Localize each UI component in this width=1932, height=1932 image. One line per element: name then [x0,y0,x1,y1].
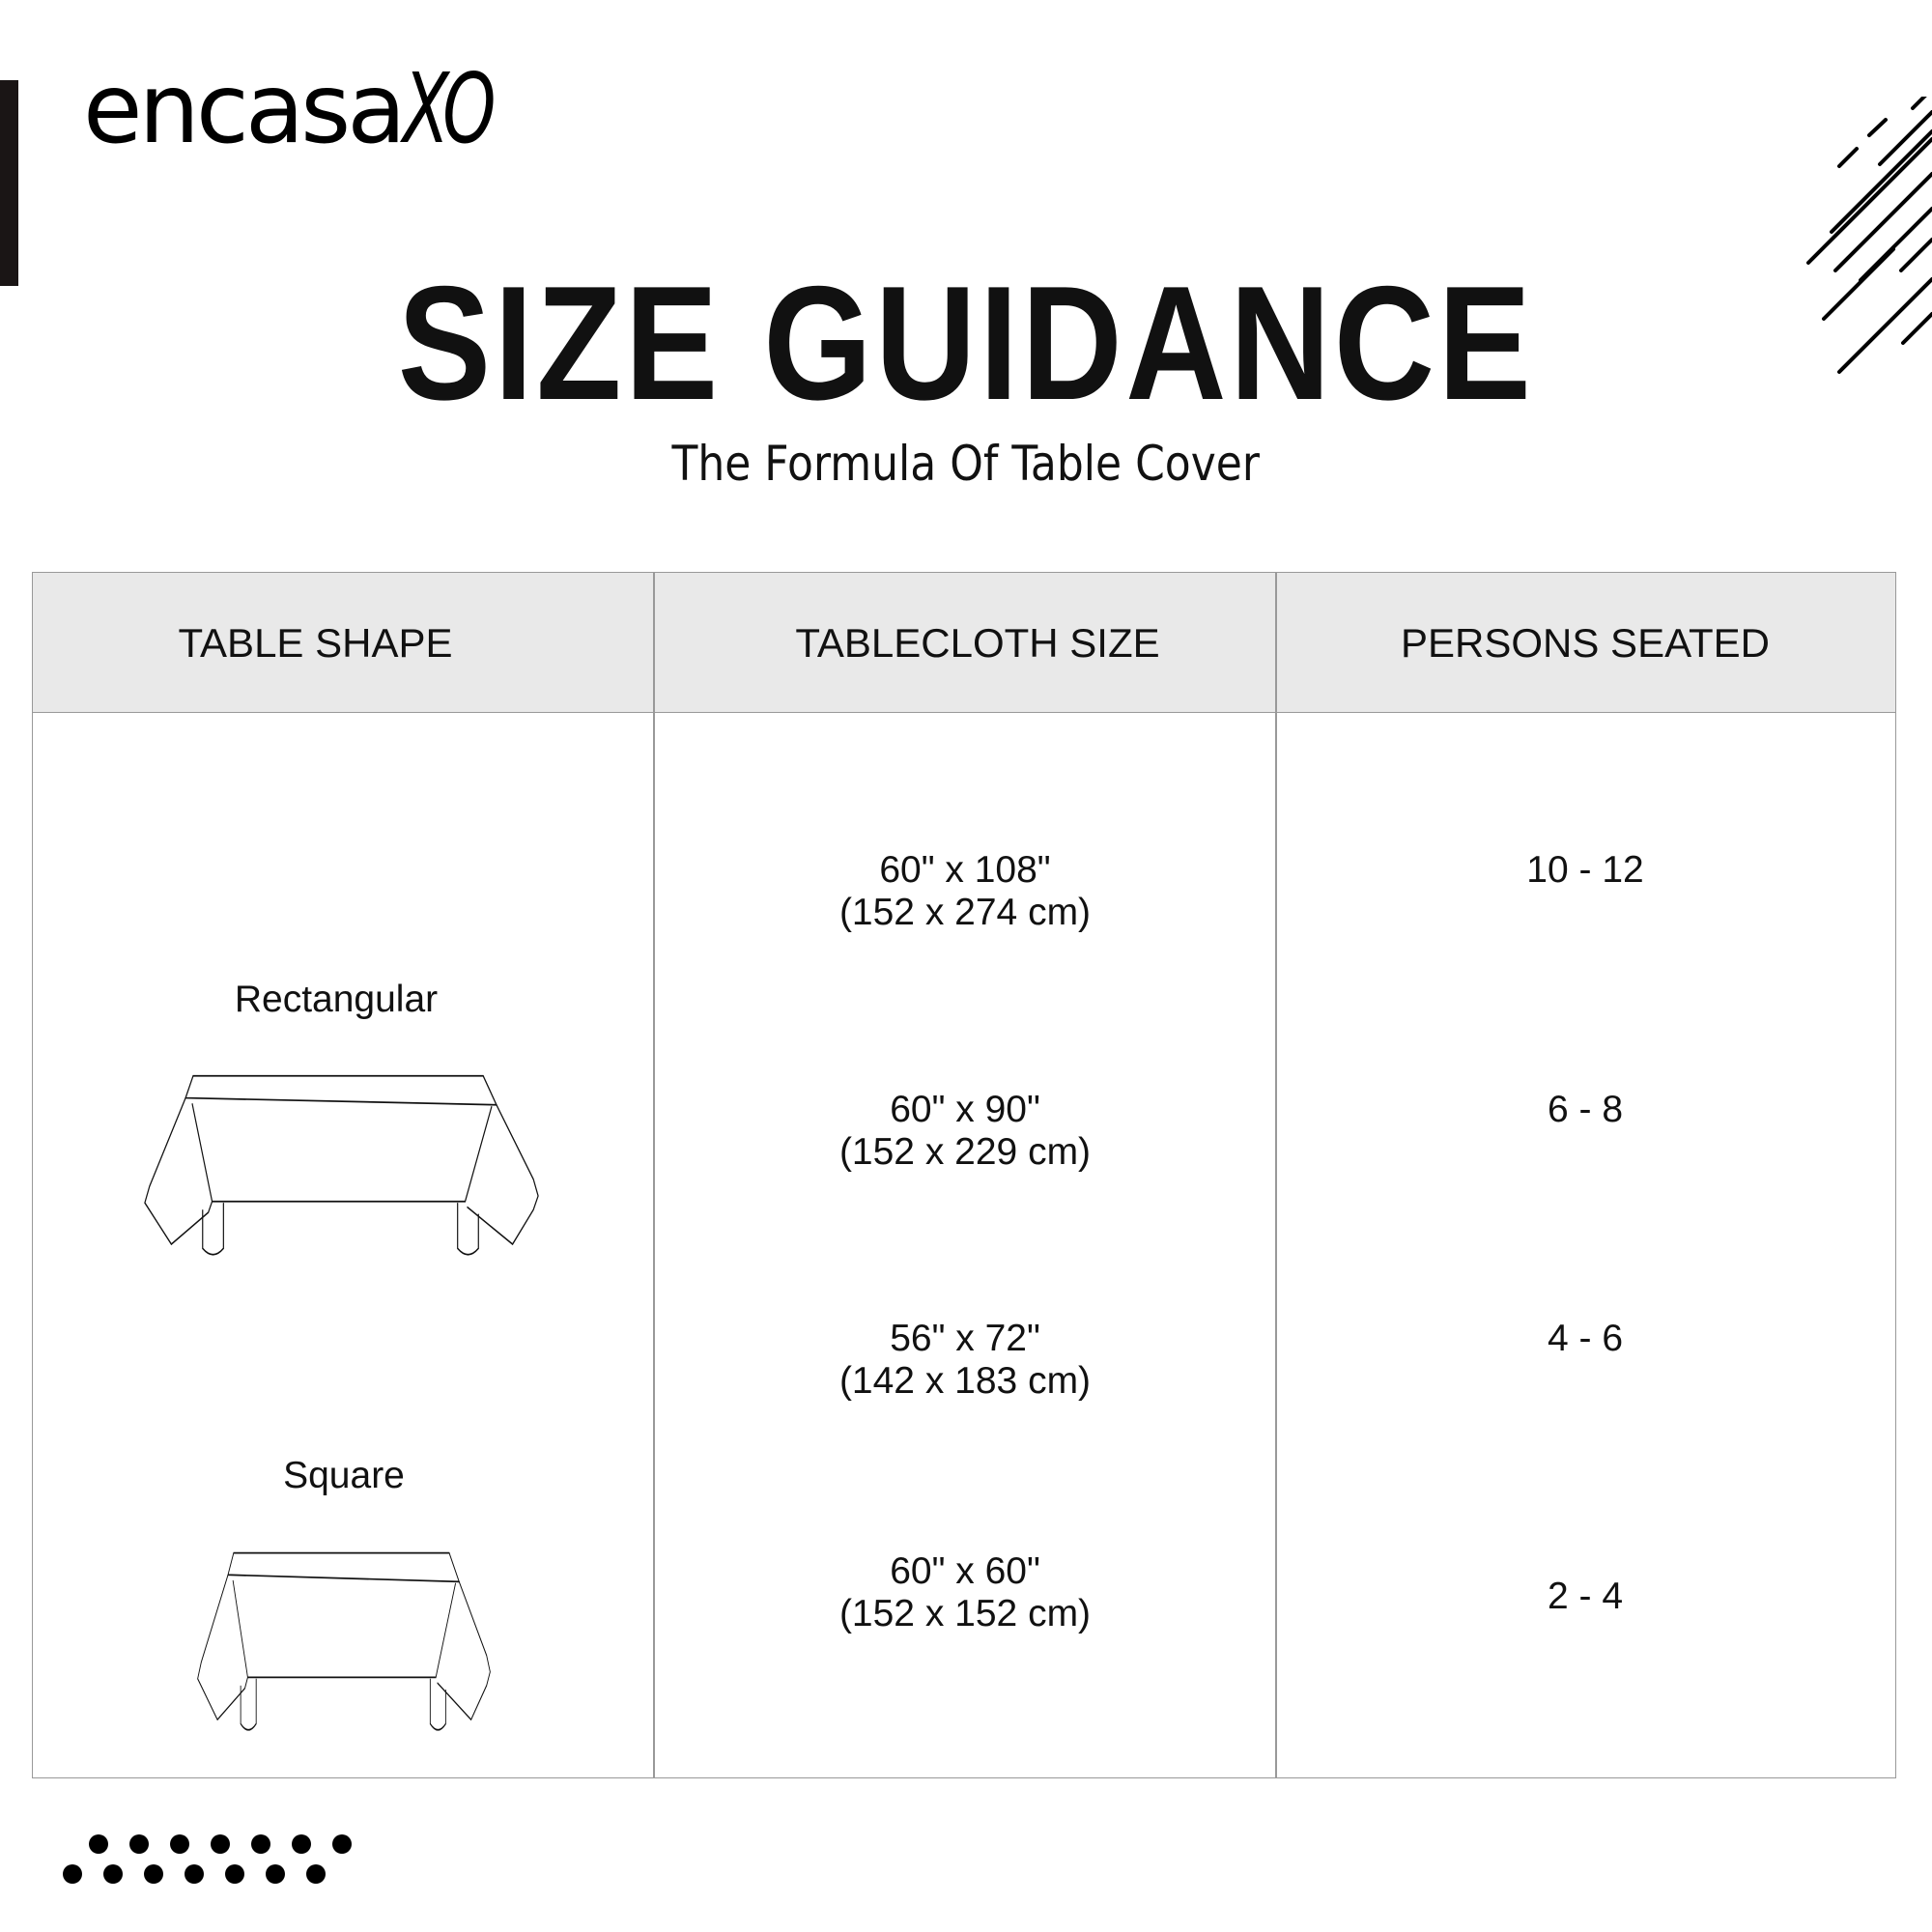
decorative-dot [63,1864,82,1884]
table-row-persons: 2 - 4 [1547,1576,1624,1617]
decorative-dot [89,1834,108,1854]
shape-label-square: Square [283,1455,405,1496]
decorative-dot [225,1864,244,1884]
decorative-dot [306,1864,326,1884]
decorative-dot [266,1864,285,1884]
rectangular-table-icon [144,1074,539,1256]
column-header-table-shape: TABLE SHAPE [178,620,453,666]
decorative-dot [185,1864,204,1884]
brand-logo: encasaXO [83,56,529,162]
table-row-size: 60" x 60" (152 x 152 cm) [838,1550,1092,1634]
decorative-dot [170,1834,189,1854]
decorative-dot [211,1834,230,1854]
table-row-size: 56" x 72" (142 x 183 cm) [838,1318,1092,1402]
size-table: TABLE SHAPE TABLECLOTH SIZE PERSONS SEAT… [32,572,1896,1778]
shape-label-rectangular: Rectangular [234,979,439,1020]
decorative-bar [0,80,18,286]
column-divider [1275,573,1277,1777]
table-row-persons: 6 - 8 [1547,1089,1624,1130]
table-row-persons: 4 - 6 [1547,1318,1624,1359]
brand-name: encasa [83,52,407,165]
table-row-size: 60" x 108" (152 x 274 cm) [838,849,1092,933]
table-row-persons: 10 - 12 [1526,849,1644,891]
decorative-dot [144,1864,163,1884]
square-table-icon [197,1551,491,1731]
page-title: SIZE GUIDANCE [397,252,1535,434]
table-row-size: 60" x 90" (152 x 229 cm) [838,1089,1092,1173]
decorative-dot [103,1864,123,1884]
column-header-tablecloth-size: TABLECLOTH SIZE [795,620,1160,666]
decorative-dot [292,1834,311,1854]
decorative-dot [129,1834,149,1854]
decorative-stripes-icon [1806,97,1932,374]
decorative-dot [251,1834,270,1854]
column-header-persons-seated: PERSONS SEATED [1401,620,1770,666]
table-header [33,573,1895,713]
page-subtitle: The Formula Of Table Cover [671,436,1261,492]
brand-suffix: XO [402,52,496,165]
column-divider [653,573,655,1777]
decorative-dot [332,1834,352,1854]
